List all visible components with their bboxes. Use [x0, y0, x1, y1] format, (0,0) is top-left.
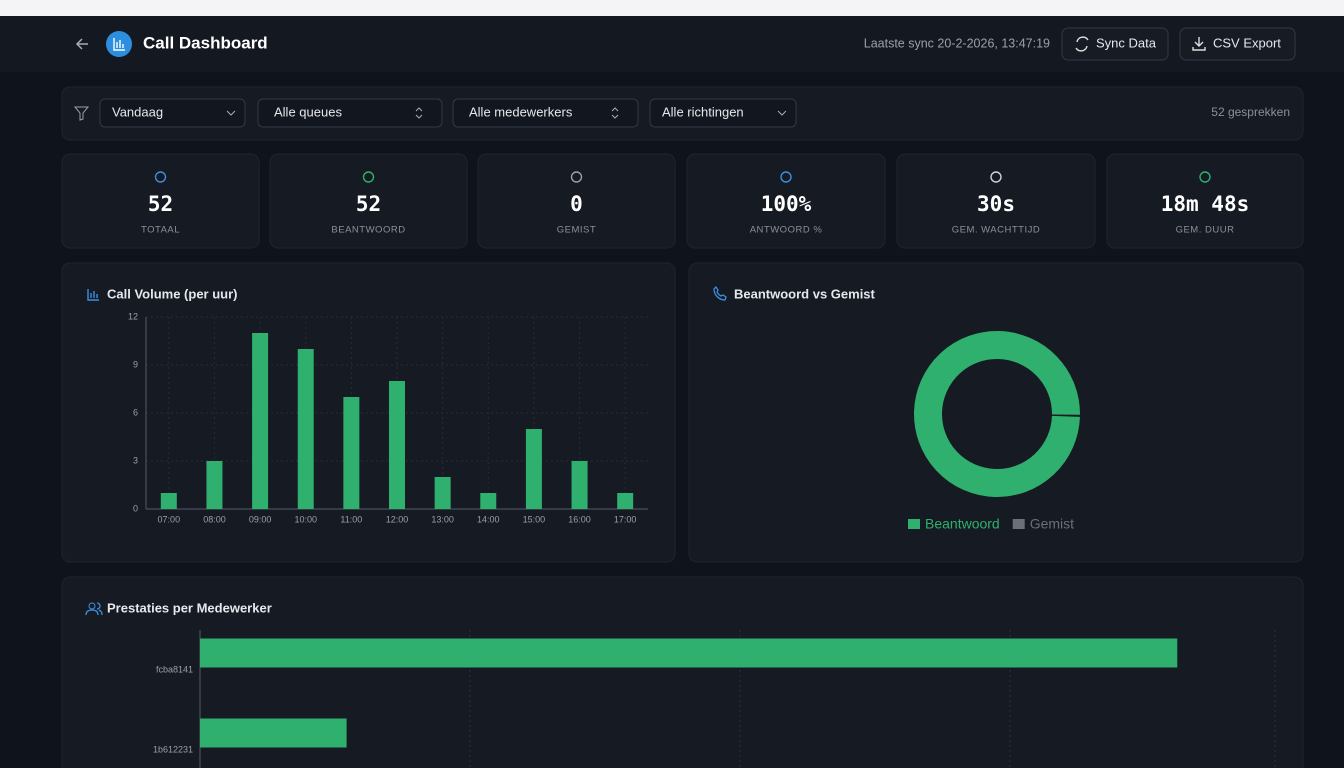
logo-icon — [113, 38, 125, 51]
stat-label: TOTAAL — [141, 225, 180, 236]
stat-label: GEM. WACHTTIJD — [952, 225, 1040, 236]
logo — [106, 31, 132, 57]
filter-select-label[interactable]: Vandaag — [112, 104, 163, 119]
stat-icon — [570, 171, 583, 183]
stat-label: BEANTWOORD — [331, 225, 405, 236]
last-sync: Laatste sync 20-2-2026, 13:47:19 — [864, 36, 1050, 50]
y-tick-label: 9 — [133, 359, 138, 369]
stat-value: 30s — [977, 192, 1015, 216]
legend-swatch — [908, 519, 920, 529]
agent-grid — [469, 630, 1276, 768]
filter-select-label[interactable]: Alle queues — [274, 104, 342, 119]
filter-select[interactable] — [452, 98, 639, 128]
bar — [297, 349, 314, 509]
stat-icon — [154, 171, 167, 183]
x-tick-label: 07:00 — [158, 514, 181, 524]
pie-title: Beantwoord vs Gemist — [734, 286, 876, 301]
x-tick-label: 10:00 — [294, 514, 317, 524]
export-button[interactable] — [1179, 27, 1296, 61]
stat-label: ANTWOORD % — [750, 225, 823, 236]
export-button-label[interactable]: CSV Export — [1213, 35, 1281, 50]
chevron — [777, 110, 787, 116]
filter-select-label[interactable]: Alle richtingen — [662, 104, 744, 119]
page-title: Call Dashboard — [143, 33, 268, 52]
stat-icon — [362, 171, 375, 183]
agent-bar — [200, 638, 1178, 668]
sync-button-label[interactable]: Sync Data — [1096, 35, 1157, 50]
stat-card — [61, 153, 260, 249]
browser-bar — [0, 0, 1344, 16]
filter-icon — [73, 106, 90, 121]
stat-label: GEM. DUUR — [1176, 225, 1235, 236]
stat-icon — [780, 171, 792, 183]
stat-label: GEMIST — [557, 225, 596, 236]
back-button[interactable] — [75, 38, 88, 50]
stat-icon — [990, 171, 1002, 183]
bar — [571, 461, 588, 509]
filter-select[interactable] — [99, 98, 246, 128]
call-count: 52 gesprekken — [1211, 105, 1290, 119]
x-tick-label: 11:00 — [340, 514, 362, 524]
agent-label: 1b612231 — [153, 744, 193, 754]
x-tick-label: 16:00 — [568, 514, 591, 524]
x-tick-label: 14:00 — [477, 514, 500, 524]
agent-icon — [88, 602, 96, 610]
agent-bar — [200, 718, 347, 748]
y-tick-label: 12 — [128, 311, 138, 321]
export-icon — [1192, 37, 1206, 51]
agent-title: Prestaties per Medewerker — [107, 600, 272, 615]
bar — [160, 493, 177, 509]
stat-card — [1106, 153, 1304, 249]
bar — [389, 381, 405, 509]
pie-card — [688, 262, 1304, 563]
bar — [343, 397, 360, 509]
bar — [434, 477, 451, 509]
bar — [617, 493, 634, 509]
chevron — [415, 107, 423, 119]
x-tick-label: 08:00 — [203, 514, 226, 524]
chevron — [611, 107, 619, 119]
stat-value: 0 — [570, 192, 583, 216]
legend-swatch — [1012, 519, 1025, 529]
filter-select[interactable] — [257, 98, 443, 128]
stat-icon — [1199, 171, 1211, 183]
volume-title: Call Volume (per uur) — [107, 286, 238, 301]
stat-card — [686, 153, 886, 249]
stat-value: 52 — [148, 192, 173, 216]
y-tick-label: 3 — [133, 455, 138, 465]
x-tick-label: 09:00 — [249, 514, 272, 524]
stat-value: 52 — [356, 192, 381, 216]
agent-icon — [85, 602, 103, 616]
y-tick-label: 6 — [133, 407, 138, 417]
stat-value: 18m 48s — [1161, 192, 1250, 216]
bar — [206, 461, 223, 509]
bar — [480, 493, 497, 509]
sync-button[interactable] — [1061, 27, 1169, 61]
agent-card — [61, 576, 1304, 768]
sync-icon — [1075, 36, 1089, 52]
stat-card — [896, 153, 1096, 249]
stat-value: 100% — [761, 192, 812, 216]
agent-label: fcba8141 — [156, 664, 193, 674]
pie-icon — [713, 285, 727, 301]
filter-select-label[interactable]: Alle medewerkers — [469, 104, 573, 119]
stat-card — [477, 153, 676, 249]
y-tick-label: 0 — [133, 503, 138, 513]
volume-icon — [87, 289, 99, 301]
bar — [252, 333, 269, 509]
x-tick-label: 13:00 — [431, 514, 454, 524]
bar — [525, 429, 542, 509]
x-tick-label: 17:00 — [614, 514, 637, 524]
stat-card — [269, 153, 468, 249]
filter-select[interactable] — [649, 98, 797, 128]
x-tick-label: 15:00 — [523, 514, 546, 524]
legend-label: Beantwoord — [925, 516, 1000, 532]
chevron — [226, 110, 236, 116]
legend-label: Gemist — [1030, 516, 1074, 532]
x-tick-label: 12:00 — [386, 514, 409, 524]
